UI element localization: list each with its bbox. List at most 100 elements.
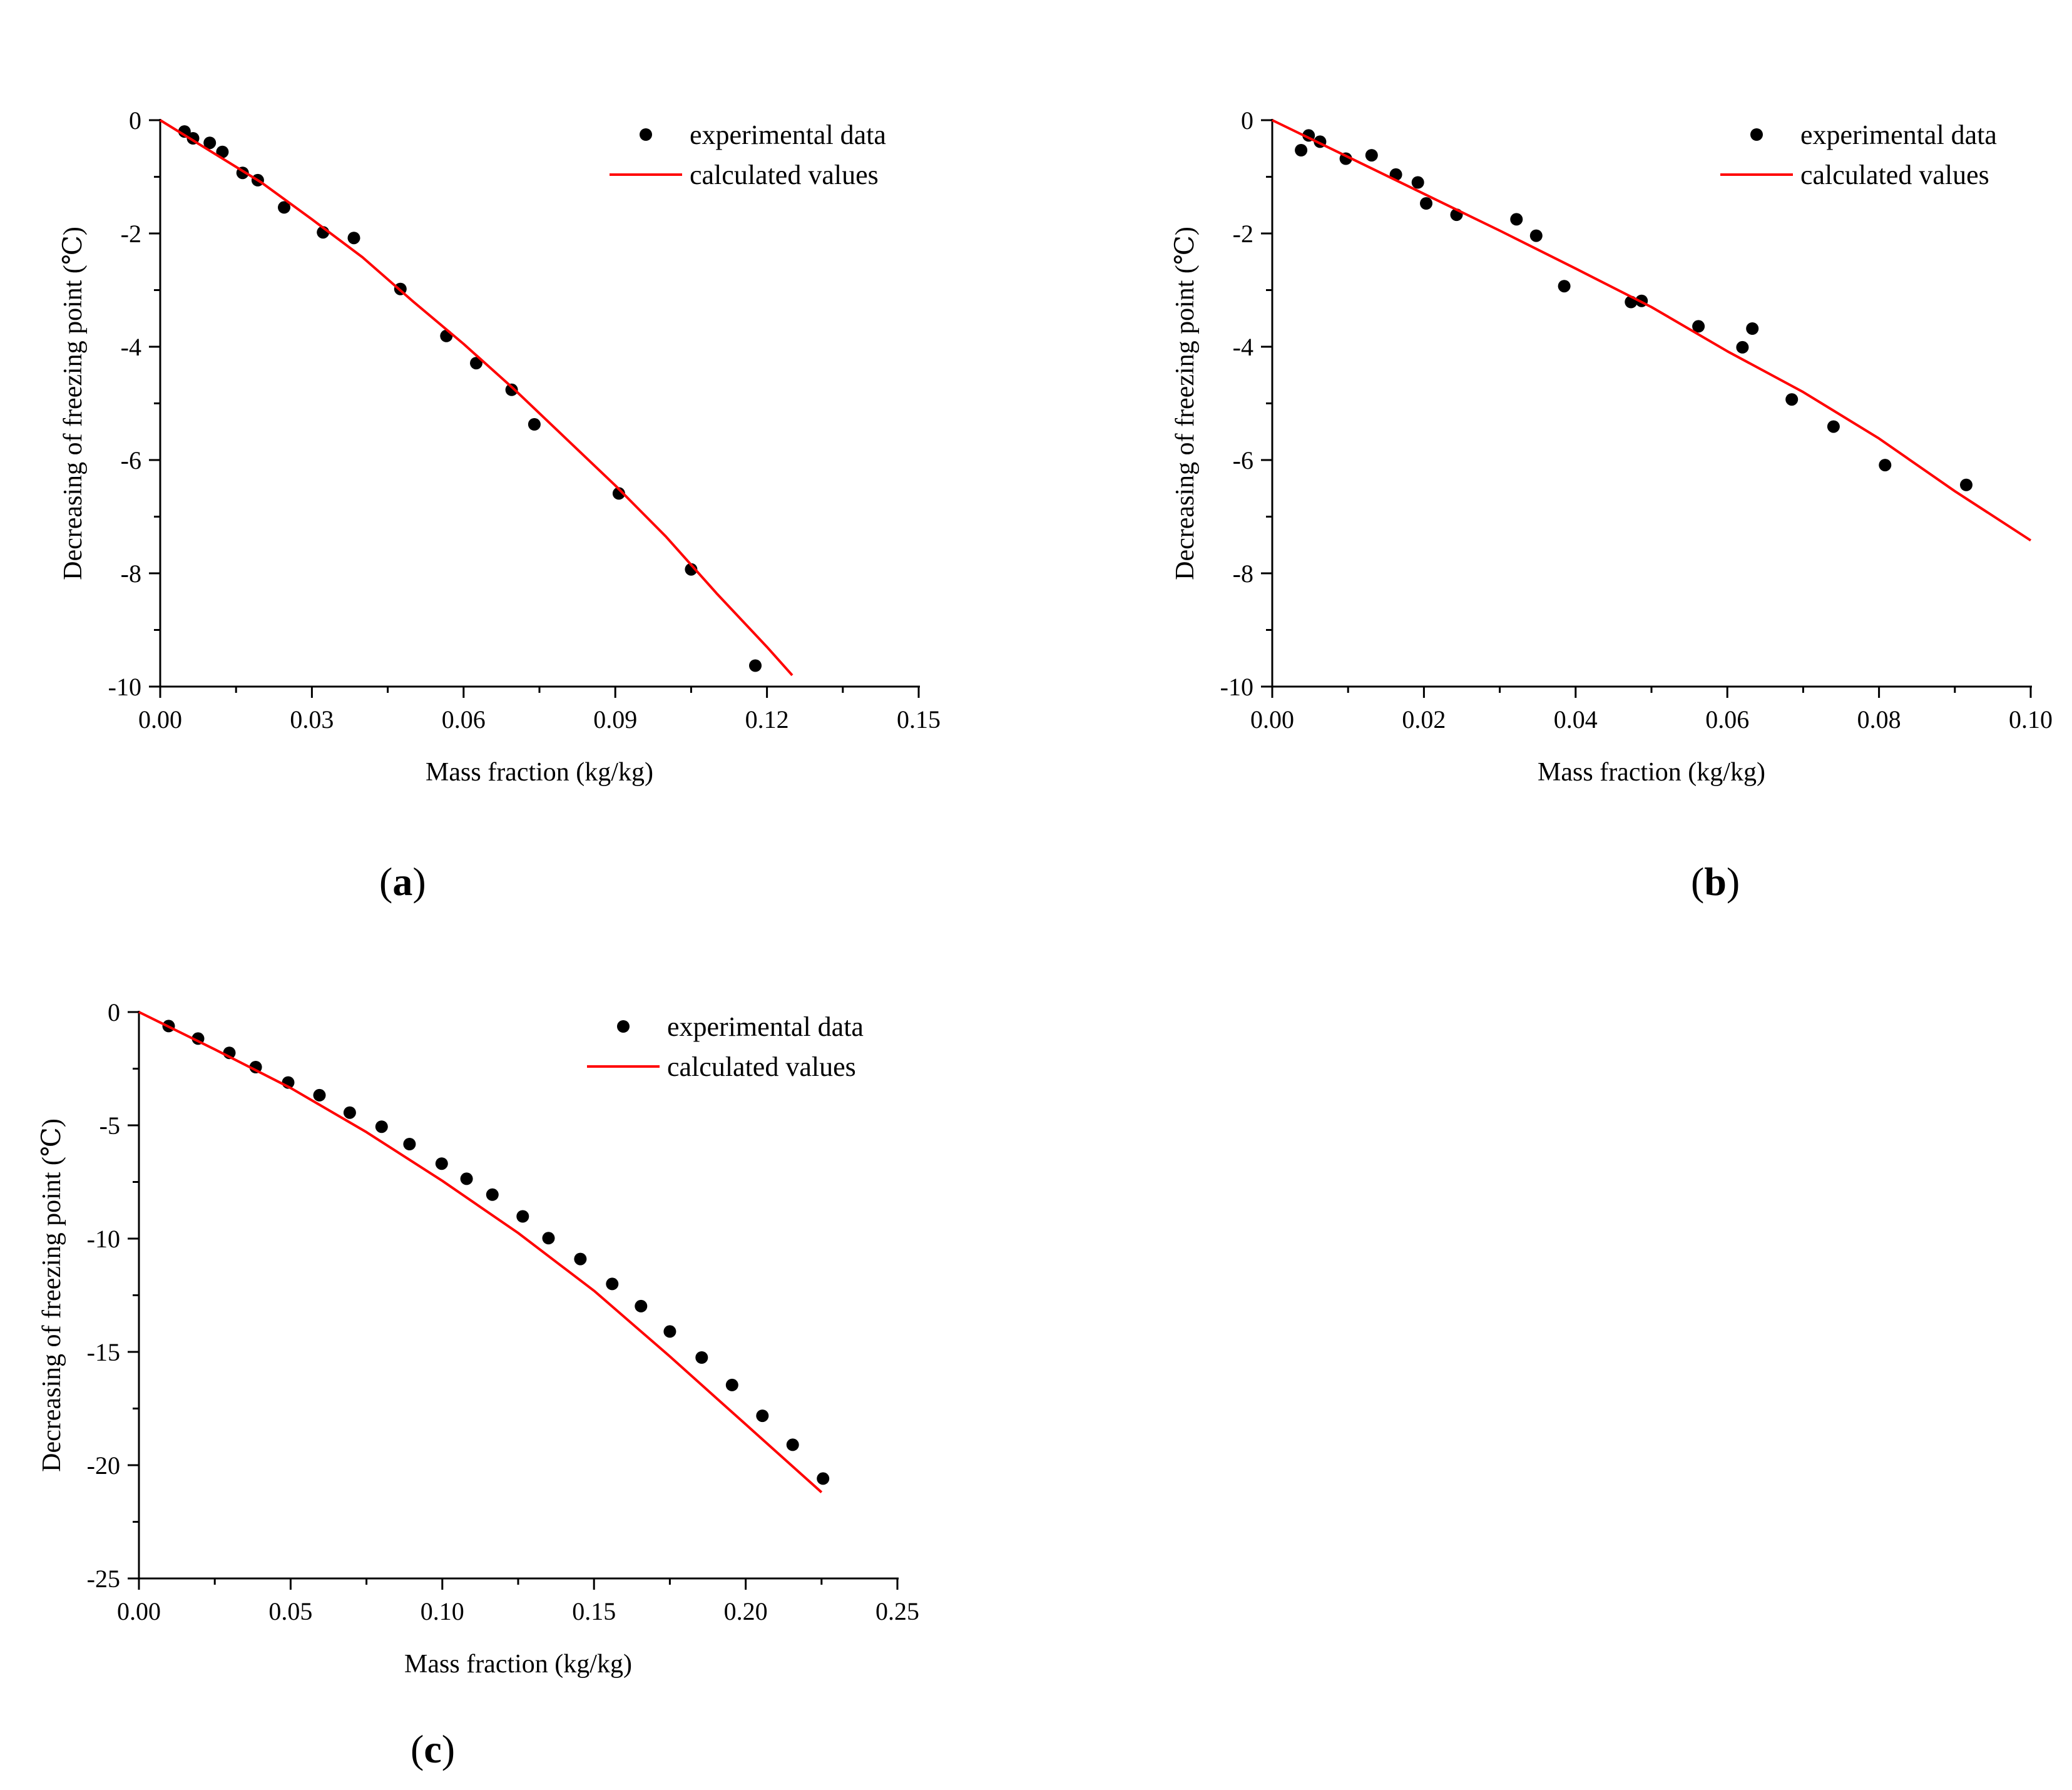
y-tick-label: -4	[121, 333, 141, 361]
experimental-data-point	[1411, 176, 1424, 189]
x-axis-title: Mass fraction (kg/kg)	[404, 1650, 632, 1679]
experimental-data-point	[1510, 213, 1523, 226]
y-axis-title: Decreasing of freezing point (℃)	[59, 227, 88, 580]
y-tick-label: -6	[121, 446, 141, 474]
x-tick-label: 0.15	[897, 705, 941, 734]
chart-b: 0.00 0.02 0.04 0.06 0.08 0.10 0 -2 -4 -6 -8 -10 Mass…	[1171, 106, 2053, 787]
legend-label-experimental: experimental data	[690, 120, 886, 150]
experimental-data-point	[1295, 144, 1308, 156]
y-tick-label: -25	[87, 1565, 120, 1593]
x-axis-title: Mass fraction (kg/kg)	[1538, 758, 1765, 787]
panel-label-c-letter: c	[424, 1727, 442, 1771]
y-tick-label: -10	[1220, 673, 1253, 701]
panel-label-b: (b)	[1691, 859, 1740, 905]
experimental-data-point	[313, 1088, 326, 1102]
experimental-data-point	[1785, 393, 1799, 406]
panel-label-b-close: )	[1726, 859, 1740, 904]
experimental-data-point	[1746, 322, 1759, 335]
x-tick-label: 0.06	[442, 705, 486, 734]
experimental-data-point	[435, 1157, 448, 1170]
legend-label-experimental: experimental data	[667, 1011, 864, 1042]
experimental-data-point	[528, 418, 541, 431]
x-tick-label: 0.00	[1250, 705, 1294, 734]
panel-label-b-open: (	[1691, 859, 1705, 904]
experimental-data-point	[249, 1061, 262, 1073]
experimental-data-point	[1827, 420, 1840, 433]
x-tick-label: 0.09	[593, 705, 637, 734]
y-tick-label: -2	[1233, 220, 1253, 248]
experimental-data-point	[505, 383, 518, 396]
x-tick-label: 0.05	[268, 1597, 312, 1625]
y-tick-label: -15	[87, 1338, 120, 1366]
y-tick-label: 0	[1241, 106, 1253, 135]
panel-label-b-letter: b	[1704, 859, 1727, 904]
y-tick-label: -5	[100, 1112, 120, 1140]
y-tick-label: -10	[108, 673, 141, 701]
panel-label-c-close: )	[441, 1727, 456, 1771]
y-tick-label: -6	[1233, 446, 1253, 474]
experimental-data-point	[470, 357, 482, 370]
experimental-data-point	[203, 136, 217, 150]
x-tick-label: 0.12	[745, 705, 789, 734]
experimental-data-point	[1420, 197, 1432, 210]
x-tick-label: 0.02	[1402, 705, 1446, 734]
experimental-data-point	[612, 487, 625, 500]
experimental-data-point	[343, 1106, 356, 1119]
chart-c: 0.00 0.05 0.10 0.15 0.20 0.25 0 -5 -10 -15 -20 -25 M…	[38, 998, 919, 1679]
experimental-data-point	[663, 1325, 676, 1338]
experimental-data-point	[216, 145, 229, 158]
experimental-data-point	[486, 1188, 499, 1201]
experimental-data-point	[460, 1172, 473, 1185]
y-tick-label: -4	[1233, 333, 1253, 361]
panel-label-a-open: (	[379, 859, 393, 904]
experimental-data-point	[1879, 459, 1892, 472]
panel-label-c-open: (	[411, 1727, 424, 1771]
y-tick-label: -2	[121, 220, 141, 248]
x-tick-label: 0.03	[290, 705, 334, 734]
legend-label-experimental: experimental data	[1800, 120, 1997, 150]
panel-label-a: (a)	[379, 859, 426, 905]
legend-marker-experimental	[640, 128, 652, 141]
x-tick-label: 0.04	[1554, 705, 1598, 734]
experimental-data-point	[685, 563, 698, 576]
experimental-data-point	[695, 1351, 708, 1364]
experimental-data-point	[542, 1232, 555, 1245]
y-tick-label: -8	[1233, 560, 1253, 588]
panel-label-c: (c)	[411, 1726, 455, 1772]
legend-label-calculated: calculated values	[1800, 160, 1989, 190]
experimental-data-point	[278, 201, 290, 214]
x-tick-label: 0.08	[1857, 705, 1901, 734]
experimental-data-point	[786, 1438, 799, 1451]
y-axis-title: Decreasing of freezing point (℃)	[38, 1118, 66, 1472]
experimental-data-point	[635, 1299, 648, 1312]
experimental-data-point	[1736, 340, 1749, 354]
experimental-data-point	[817, 1472, 830, 1485]
calculated-values-line	[138, 1011, 823, 1493]
x-tick-label: 0.00	[117, 1597, 161, 1625]
legend-label-calculated: calculated values	[690, 160, 879, 190]
y-axis-title: Decreasing of freezing point (℃)	[1171, 227, 1200, 580]
x-tick-label: 0.10	[2009, 705, 2053, 734]
experimental-data-point	[725, 1378, 738, 1391]
experimental-data-point	[756, 1409, 769, 1423]
calculated-values-line	[1272, 119, 2032, 542]
experimental-data-point	[749, 659, 762, 672]
legend-marker-experimental	[617, 1020, 630, 1033]
x-tick-label: 0.15	[572, 1597, 616, 1625]
experimental-data-point	[403, 1138, 416, 1150]
x-tick-label: 0.20	[724, 1597, 768, 1625]
experimental-data-point	[1960, 478, 1972, 491]
x-tick-label: 0.06	[1705, 705, 1749, 734]
x-tick-label: 0.25	[875, 1597, 919, 1625]
y-tick-label: 0	[129, 106, 141, 135]
experimental-data-point	[516, 1210, 529, 1223]
x-axis-title: Mass fraction (kg/kg)	[426, 758, 653, 787]
y-tick-label: -10	[87, 1225, 120, 1253]
y-tick-label: -20	[87, 1451, 120, 1480]
y-tick-label: -8	[121, 560, 141, 588]
panel-label-a-letter: a	[392, 859, 413, 904]
experimental-data-point	[375, 1120, 388, 1133]
experimental-data-point	[1365, 149, 1378, 162]
experimental-data-point	[347, 232, 360, 245]
x-tick-label: 0.00	[138, 705, 182, 734]
